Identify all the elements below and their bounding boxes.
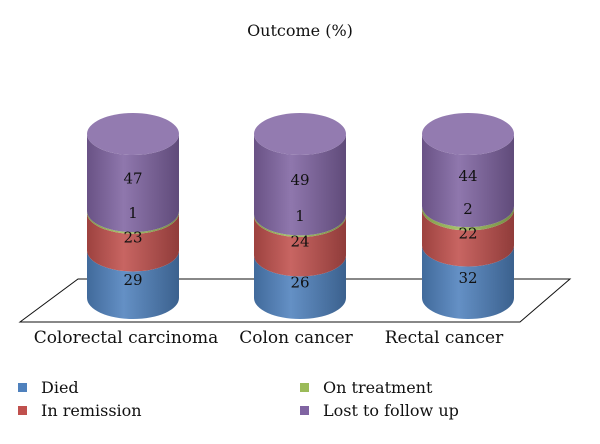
bar-top-cap-colon-cancer: [254, 113, 346, 155]
data-label-colorectal-carcinoma-lost-to-follow-up: 47: [123, 170, 142, 188]
data-label-colorectal-carcinoma-in-remission: 23: [123, 229, 142, 247]
bar-segment-colon-cancer-lost-to-follow-up: [254, 134, 346, 236]
bar-segment-rectal-cancer-died: [422, 245, 514, 319]
bar-segment-colorectal-carcinoma-lost-to-follow-up: [87, 134, 179, 233]
data-label-colorectal-carcinoma-died: 29: [123, 271, 142, 289]
bar-segment-colorectal-carcinoma-died: [87, 250, 179, 319]
data-label-colorectal-carcinoma-on-treatment: 1: [128, 204, 138, 222]
bar-segment-colorectal-carcinoma-in-remission: [87, 212, 179, 272]
chart-bars: 29 26 32 23 24 22 1 1 2 47 49 44: [87, 113, 514, 319]
bar-segment-colon-cancer-died: [254, 255, 346, 319]
data-label-rectal-cancer-in-remission: 22: [458, 224, 477, 242]
data-label-colon-cancer-on-treatment: 1: [295, 207, 305, 225]
category-label-colorectal-carcinoma: Colorectal carcinoma: [34, 328, 219, 348]
category-label-colon-cancer: Colon cancer: [239, 328, 353, 348]
bar-segment-rectal-cancer-in-remission: [422, 209, 514, 267]
data-label-colon-cancer-lost-to-follow-up: 49: [290, 171, 309, 189]
bar-top-cap-rectal-cancer: [422, 113, 514, 155]
bar-segment-colon-cancer-in-remission: [254, 216, 346, 277]
data-label-rectal-cancer-on-treatment: 2: [463, 200, 473, 218]
data-label-rectal-cancer-lost-to-follow-up: 44: [458, 167, 477, 185]
chart-title: Outcome (%): [247, 21, 353, 40]
data-label-colon-cancer-in-remission: 24: [290, 233, 309, 251]
data-label-rectal-cancer-died: 32: [458, 269, 477, 287]
chart-floor: [18, 278, 572, 323]
bar-segment-rectal-cancer-on-treatment: [422, 206, 514, 231]
category-label-rectal-cancer: Rectal cancer: [385, 328, 504, 348]
bar-top-cap-colorectal-carcinoma: [87, 113, 179, 155]
data-label-colon-cancer-died: 26: [290, 274, 309, 292]
category-labels: Colorectal carcinoma Colon cancer Rectal c…: [34, 328, 504, 348]
bar-segment-rectal-cancer-lost-to-follow-up: [422, 134, 514, 228]
